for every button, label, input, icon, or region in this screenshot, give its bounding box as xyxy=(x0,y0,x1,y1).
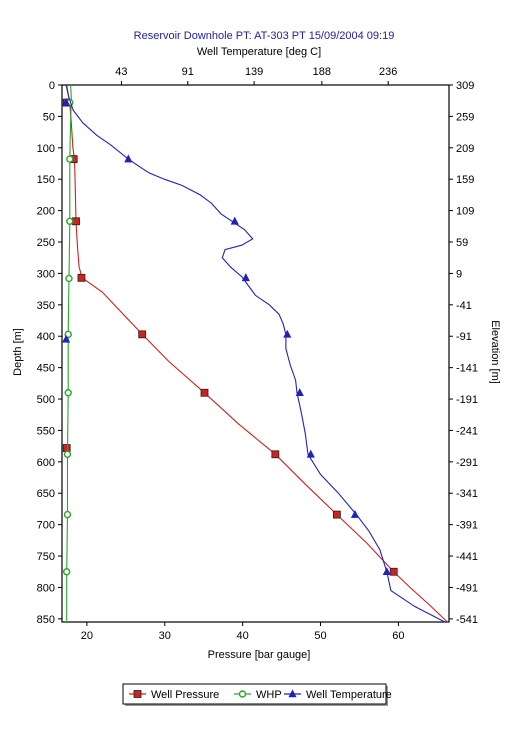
well-temperature-marker xyxy=(306,449,315,458)
whp-marker xyxy=(64,389,72,397)
y-left-tick-label: 150 xyxy=(37,174,55,186)
series-well-temperature xyxy=(62,84,446,623)
legend-well-pressure-label: Well Pressure xyxy=(151,689,219,701)
legend-whp-label: WHP xyxy=(256,689,282,701)
y-right-tick-label: 159 xyxy=(456,174,474,186)
well-pressure-marker xyxy=(389,567,398,576)
y-right-tick-label: -141 xyxy=(456,363,478,375)
y-right-tick-label: -341 xyxy=(456,488,478,500)
y-left-tick-label: 450 xyxy=(37,363,55,375)
legend-well-temperature-label: Well Temperature xyxy=(306,689,392,701)
well-temperature-marker xyxy=(230,216,239,225)
well-temperature-marker xyxy=(283,329,292,338)
y-left-tick-label: 300 xyxy=(37,268,55,280)
well-temperature-marker xyxy=(62,334,71,343)
legend-box xyxy=(122,683,387,705)
y-left-tick-label: 0 xyxy=(49,80,55,92)
well-pressure-marker xyxy=(138,330,147,339)
series-whp xyxy=(62,84,74,622)
y-right-tick-label: -91 xyxy=(456,331,472,343)
whp-marker xyxy=(65,274,73,283)
y-right-tick-label: 59 xyxy=(456,237,468,249)
axis-ticks: 0 50 100 150 200 250 300 350 400 450 500 550 600 650 7… xyxy=(37,66,478,642)
x-top-tick-label: 236 xyxy=(379,66,397,78)
plot-frame xyxy=(61,84,450,623)
whp-marker xyxy=(66,217,74,225)
y-left-tick-label: 600 xyxy=(37,457,55,469)
chart-title: Reservoir Downhole PT: AT-303 PT 15/09/2… xyxy=(134,30,395,42)
x-top-tick-label: 43 xyxy=(115,66,127,78)
whp-marker xyxy=(63,450,72,459)
whp-marker xyxy=(64,330,72,339)
y-left-tick-label: 250 xyxy=(37,237,55,249)
y-right-tick-label: 259 xyxy=(456,111,474,123)
x-top-tick-label: 139 xyxy=(245,66,263,78)
well-temperature-marker xyxy=(62,97,71,106)
y-right-tick-label: -191 xyxy=(456,394,478,406)
well-pressure-marker xyxy=(72,217,80,226)
y-left-tick-label: 800 xyxy=(37,582,55,594)
x-top-tick-label: 91 xyxy=(182,66,194,78)
well-pressure-marker xyxy=(332,510,341,519)
x-bottom-tick-label: 20 xyxy=(81,630,93,642)
y-right-tick-label: -241 xyxy=(456,425,478,437)
x-bottom-axis-title: Pressure [bar gauge] xyxy=(208,649,311,661)
series-layer xyxy=(62,84,448,623)
legend: Well Pressure WHP Well Temperature xyxy=(122,683,392,706)
y-left-tick-label: 550 xyxy=(37,425,55,437)
y-left-tick-label: 350 xyxy=(37,300,55,312)
well-pressure-marker xyxy=(77,273,86,282)
y-right-tick-label: 209 xyxy=(456,143,474,155)
y-right-tick-label: -441 xyxy=(456,551,478,563)
legend-well-pressure-marker xyxy=(133,690,142,698)
well-temperature-line xyxy=(65,84,446,623)
whp-marker xyxy=(66,155,74,163)
y-right-tick-label: 9 xyxy=(456,268,462,280)
well-temperature-marker xyxy=(295,388,304,397)
y-right-axis-title: Elevation [m] xyxy=(489,320,501,384)
y-left-tick-label: 850 xyxy=(37,614,55,626)
whp-marker xyxy=(62,568,71,576)
y-right-tick-label: -541 xyxy=(456,614,478,626)
plot-area xyxy=(61,84,450,623)
x-bottom-tick-label: 30 xyxy=(159,630,171,642)
x-top-axis-title: Well Temperature [deg C] xyxy=(197,46,321,58)
legend-whp-marker xyxy=(238,690,247,698)
y-right-tick-label: 309 xyxy=(456,80,474,92)
well-pressure-marker xyxy=(271,450,280,459)
y-left-tick-label: 400 xyxy=(37,331,55,343)
y-left-tick-label: 700 xyxy=(37,520,55,532)
y-left-tick-label: 500 xyxy=(37,394,55,406)
y-right-tick-label: -291 xyxy=(456,457,478,469)
x-top-tick-label: 188 xyxy=(313,66,331,78)
y-left-tick-label: 50 xyxy=(43,111,55,123)
well-temperature-marker xyxy=(241,273,250,282)
y-right-tick-label: -41 xyxy=(456,300,472,312)
x-bottom-tick-label: 40 xyxy=(237,630,249,642)
y-left-tick-label: 650 xyxy=(37,488,55,500)
y-left-tick-label: 100 xyxy=(37,143,55,155)
whp-marker xyxy=(63,510,72,519)
y-right-tick-label: -391 xyxy=(456,520,478,532)
legend-well-temperature-marker xyxy=(288,689,297,698)
y-left-tick-label: 750 xyxy=(37,551,55,563)
well-pressure-marker xyxy=(62,444,71,452)
whp-line xyxy=(66,84,72,622)
y-right-tick-label: -491 xyxy=(456,582,478,594)
x-bottom-tick-label: 50 xyxy=(314,630,326,642)
well-temperature-marker xyxy=(350,509,360,518)
y-left-axis-title: Depth [m] xyxy=(12,328,24,376)
well-pressure-marker xyxy=(200,388,209,397)
well-temperature-marker xyxy=(124,154,133,163)
x-bottom-tick-label: 60 xyxy=(392,630,404,642)
y-left-tick-label: 200 xyxy=(37,206,55,218)
y-right-tick-label: 109 xyxy=(456,206,474,218)
well-temperature-marker xyxy=(382,567,391,576)
